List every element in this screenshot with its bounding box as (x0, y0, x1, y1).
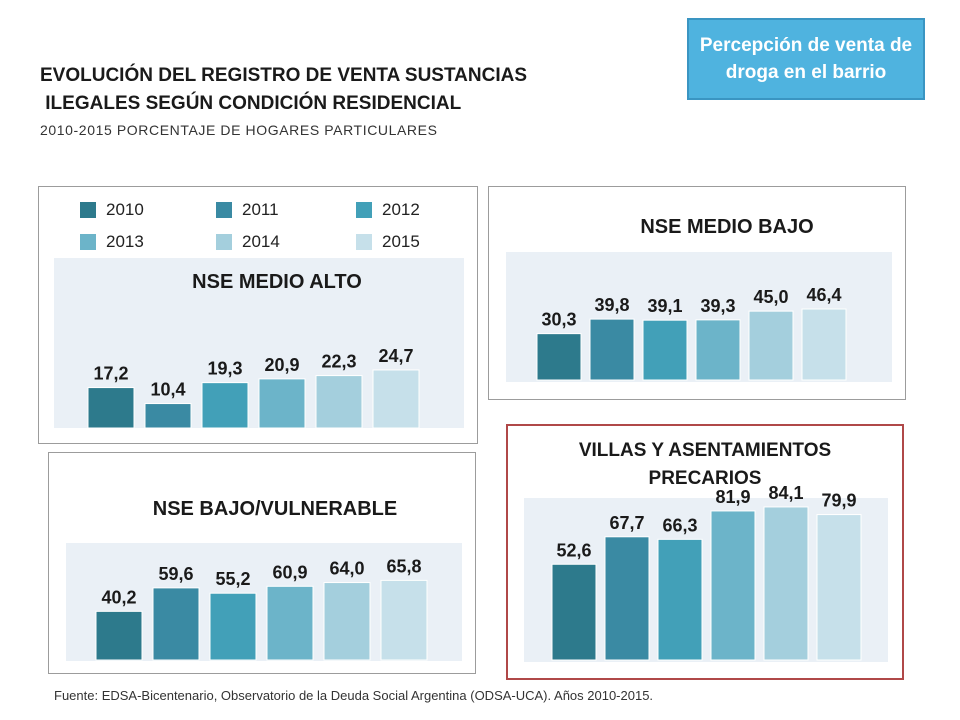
data-label: 24,7 (378, 346, 413, 366)
legend-label: 2014 (242, 232, 280, 251)
main-subtitle: 2010-2015 PORCENTAJE DE HOGARES PARTICUL… (40, 122, 438, 138)
data-label: 59,6 (158, 564, 193, 584)
topic-badge: Percepción de venta de droga en el barri… (687, 18, 925, 100)
legend-swatch (356, 202, 372, 218)
legend-swatch (216, 234, 232, 250)
legend-item: 2012 (356, 200, 420, 220)
legend-swatch (80, 202, 96, 218)
legend-label: 2015 (382, 232, 420, 251)
data-label: 10,4 (150, 380, 185, 400)
bar (152, 587, 200, 661)
chart-title: NSE BAJO/VULNERABLE (153, 498, 397, 520)
legend-item: 2010 (80, 200, 144, 220)
legend-label: 2011 (242, 200, 279, 219)
chart-title: NSE MEDIO BAJO (640, 216, 813, 238)
topic-badge-text: Percepción de venta de droga en el barri… (699, 35, 913, 83)
data-label: 60,9 (272, 562, 307, 582)
data-label: 52,6 (556, 540, 591, 560)
bar (201, 382, 249, 429)
data-label: 45,0 (753, 287, 788, 307)
bar (258, 378, 306, 429)
data-label: 40,2 (101, 587, 136, 607)
main-title: EVOLUCIÓN DEL REGISTRO DE VENTA SUSTANCI… (40, 65, 528, 114)
source-note: Fuente: EDSA-Bicentenario, Observatorio … (54, 688, 654, 703)
data-label: 17,2 (93, 364, 128, 384)
data-label: 66,3 (662, 515, 697, 535)
legend-item: 2011 (216, 200, 279, 220)
bar (710, 510, 756, 661)
bar (763, 506, 809, 661)
bar (87, 387, 135, 429)
data-label: 64,0 (329, 559, 364, 579)
bar (95, 610, 143, 661)
legend-swatch (356, 234, 372, 250)
legend-item: 2014 (216, 232, 280, 252)
bar (209, 592, 257, 661)
data-label: 39,3 (700, 296, 735, 316)
bar (372, 369, 420, 429)
data-label: 30,3 (541, 310, 576, 330)
bar (801, 308, 847, 381)
bar (536, 333, 582, 381)
bar (380, 579, 428, 661)
data-label: 20,9 (264, 355, 299, 375)
bar (144, 403, 192, 429)
chart-title: NSE MEDIO ALTO (192, 271, 362, 293)
data-label: 46,4 (806, 285, 841, 305)
data-label: 39,8 (594, 295, 629, 315)
bar (604, 536, 650, 661)
data-label: 67,7 (609, 513, 644, 533)
bar (589, 318, 635, 381)
data-label: 39,1 (647, 296, 682, 316)
chart-legend: 2010 2011 2012 2013 2014 2015 (38, 186, 478, 258)
data-label: 22,3 (321, 352, 356, 372)
legend-item: 2013 (80, 232, 144, 252)
legend-swatch (80, 234, 96, 250)
bar (266, 585, 314, 661)
bar (657, 538, 703, 661)
legend-label: 2012 (382, 200, 420, 219)
data-label: 19,3 (207, 359, 242, 379)
data-label: 81,9 (715, 487, 750, 507)
legend-label: 2010 (106, 200, 144, 219)
data-label: 84,1 (768, 483, 803, 503)
data-label: 79,9 (821, 491, 856, 511)
data-label: 55,2 (215, 569, 250, 589)
legend-swatch (216, 202, 232, 218)
bar (315, 375, 363, 429)
bar (551, 563, 597, 661)
legend-item: 2015 (356, 232, 420, 252)
data-label: 65,8 (386, 556, 421, 576)
bar (642, 319, 688, 381)
bar (323, 582, 371, 661)
chart-title: VILLAS Y ASENTAMIENTOS (579, 440, 831, 461)
legend-label: 2013 (106, 232, 144, 251)
bar (748, 310, 794, 381)
bar (695, 319, 741, 381)
bar (816, 514, 862, 661)
chart-title-line-2: PRECARIOS (649, 468, 762, 489)
